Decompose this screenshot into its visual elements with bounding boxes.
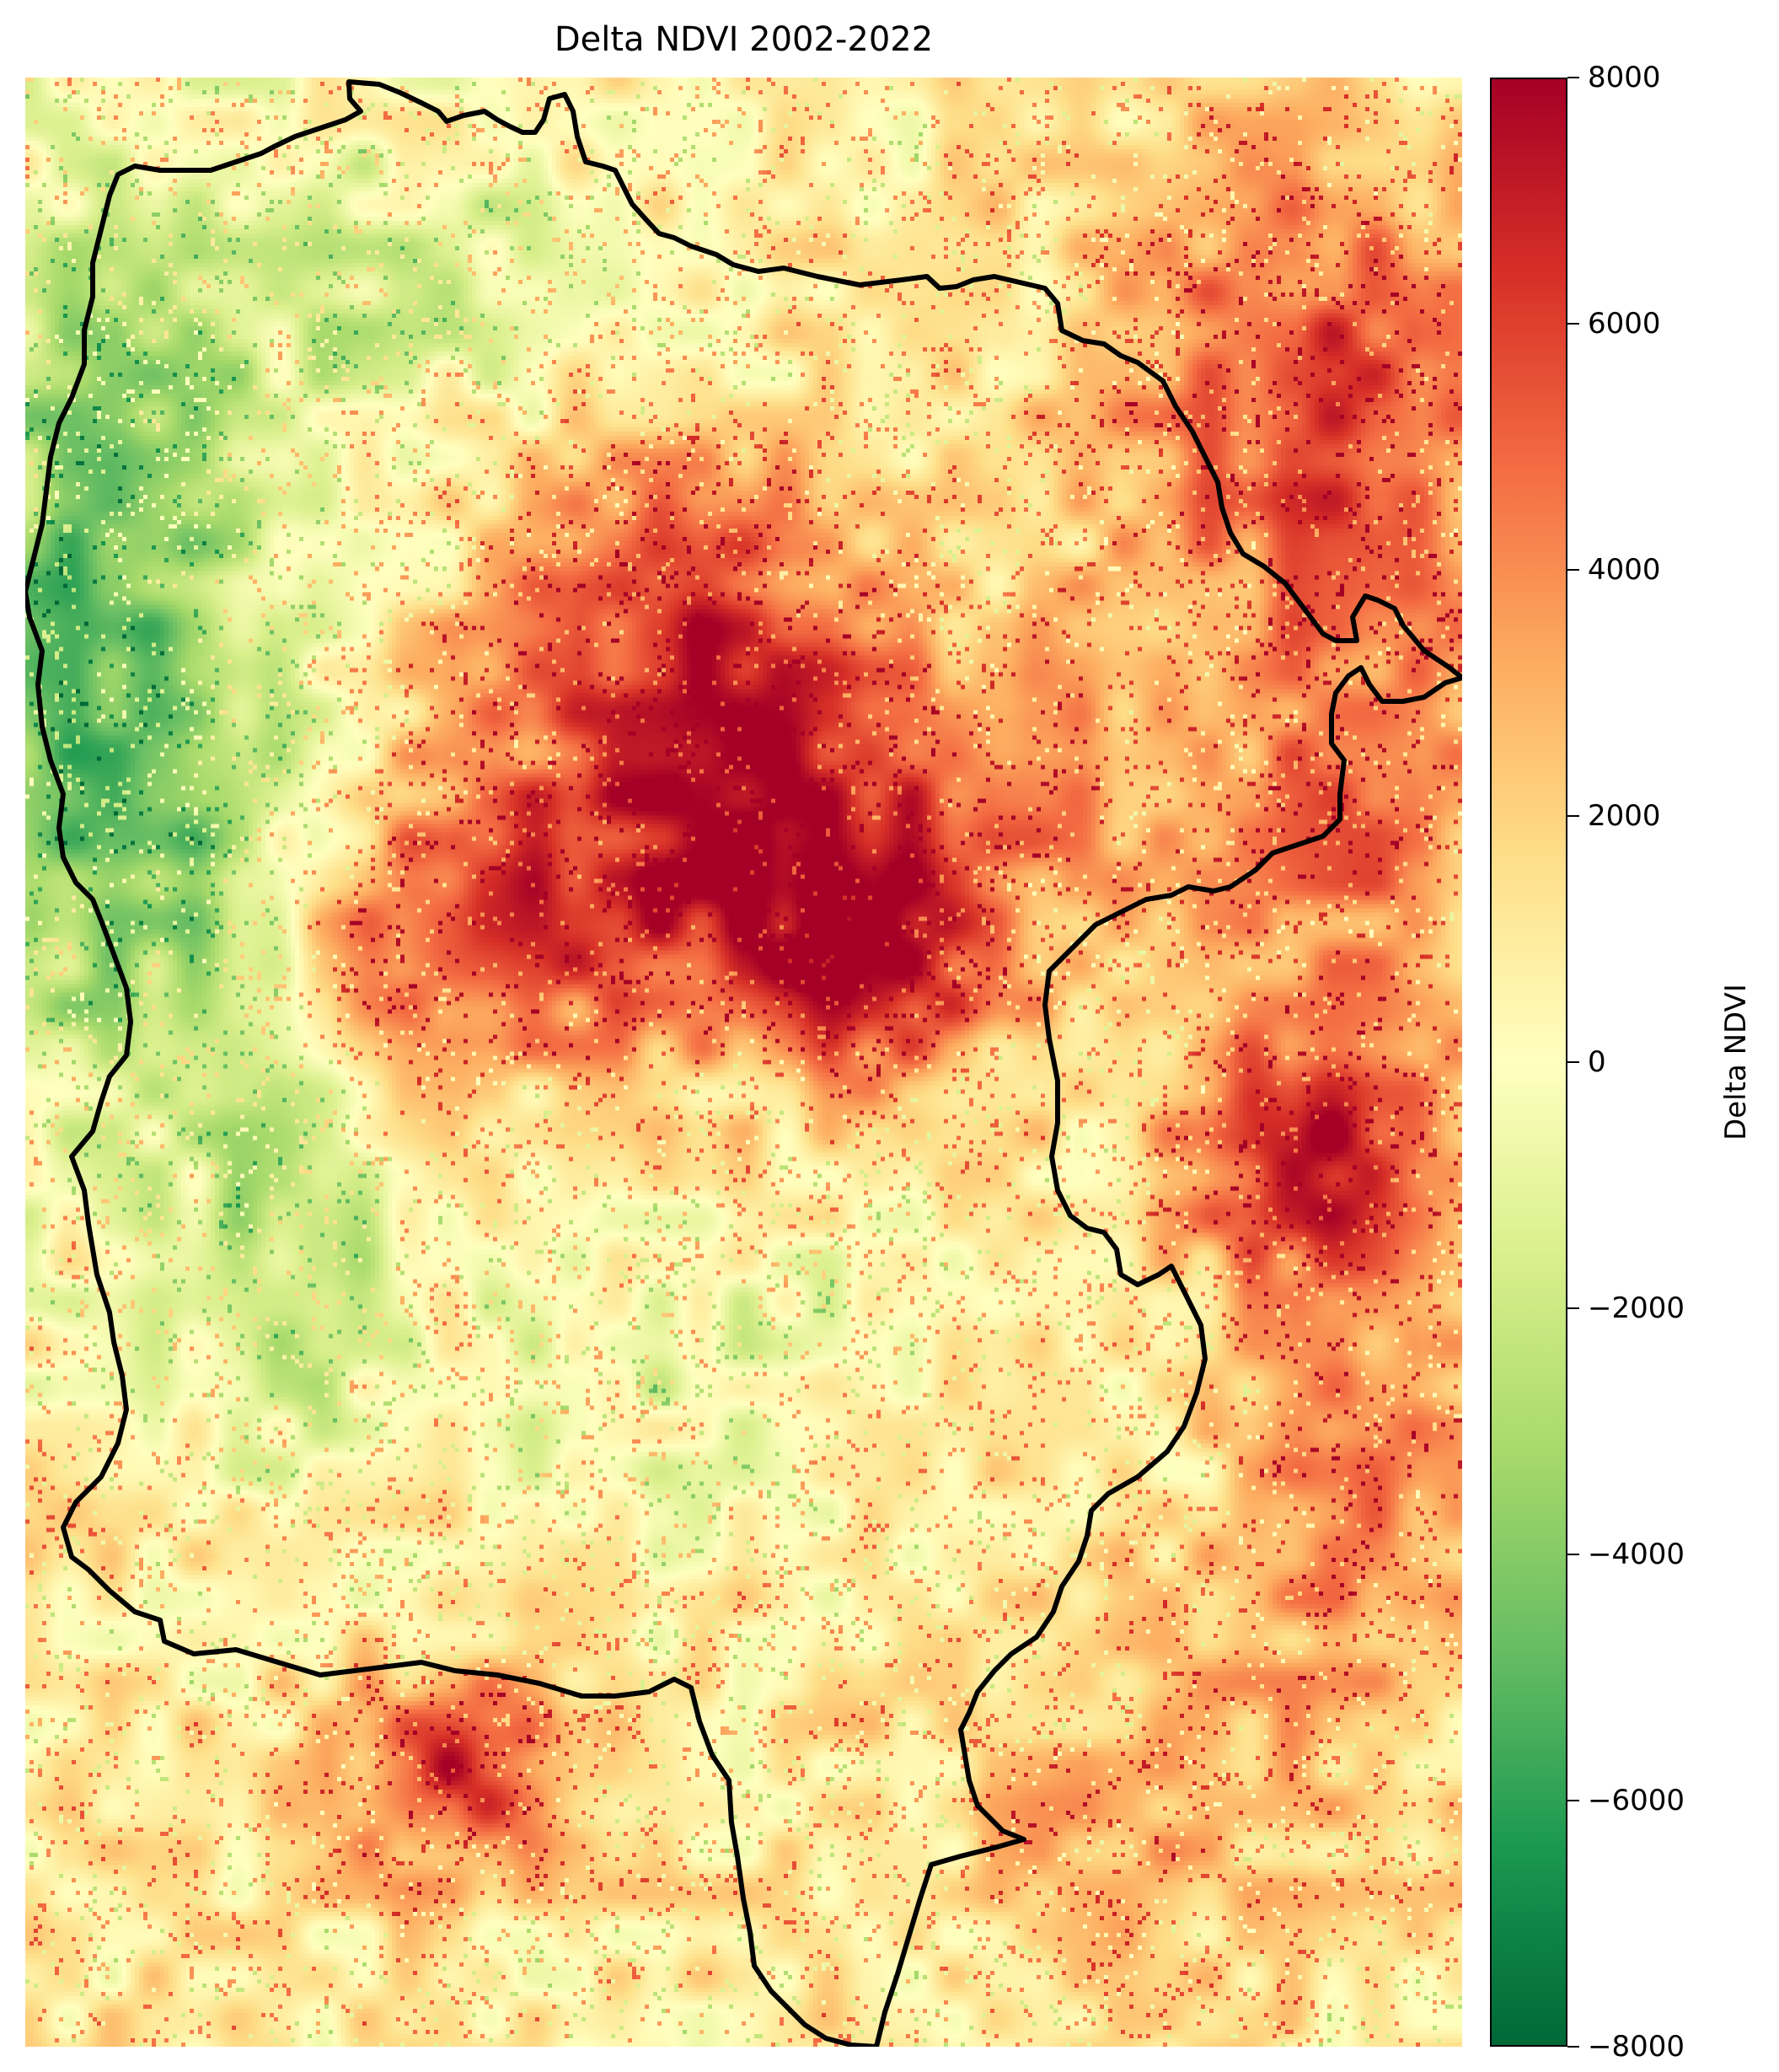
map-panel [25,78,1462,2047]
colorbar-tick [1567,1061,1579,1063]
colorbar-tick [1567,1800,1579,1801]
map-title: Delta NDVI 2002-2022 [554,20,934,59]
colorbar [1490,78,1567,2047]
region-boundary [25,79,1462,2047]
colorbar-tick-label: 8000 [1588,61,1661,94]
colorbar-tick-label: −6000 [1588,1784,1685,1817]
delta-ndvi-raster [25,78,1462,2047]
colorbar-gradient [1492,79,1566,2045]
colorbar-tick-label: −4000 [1588,1538,1685,1571]
colorbar-tick-label: 2000 [1588,799,1661,833]
colorbar-tick [1567,1554,1579,1555]
colorbar-tick-label: −8000 [1588,2030,1685,2064]
colorbar-tick-label: −2000 [1588,1291,1685,1325]
colorbar-tick-label: 0 [1588,1045,1606,1079]
colorbar-tick [1567,77,1579,78]
colorbar-tick-label: 6000 [1588,307,1661,341]
colorbar-tick-label: 4000 [1588,553,1661,587]
colorbar-tick [1567,323,1579,325]
boundary-outline [25,79,1462,2047]
colorbar-tick [1567,1307,1579,1309]
colorbar-label: Delta NDVI [1719,984,1753,1141]
colorbar-tick [1567,2046,1579,2048]
colorbar-tick [1567,569,1579,571]
colorbar-tick [1567,815,1579,817]
